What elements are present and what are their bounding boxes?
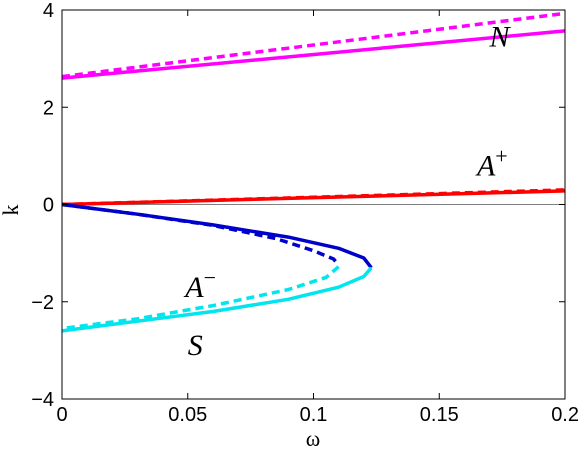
y-tick-label: 2 [43, 97, 54, 119]
x-tick-label: 0.15 [420, 404, 459, 426]
series-layer [61, 11, 566, 333]
x-tick-label: 0.2 [551, 404, 579, 426]
x-axis-label: ω [306, 426, 320, 451]
x-tick-label: 0 [56, 404, 67, 426]
series-S-dashed [61, 265, 340, 331]
annotation-Aplus: A+ [475, 143, 508, 182]
y-tick-label: −2 [31, 292, 54, 314]
y-tick-label: −4 [31, 389, 54, 411]
series-A--solid [61, 202, 373, 269]
series-A+-dashed [61, 188, 566, 207]
y-tick-label: 0 [43, 195, 54, 217]
y-axis-label: k [0, 205, 23, 216]
x-tick-label: 0.05 [168, 404, 207, 426]
ticks-layer: 0 0.05 0.1 0.15 0.2 4 2 0 −2 −4 [31, 0, 579, 426]
series-A--dashed [61, 202, 340, 267]
annotation-Aminus: A− [183, 265, 216, 304]
series-S-solid [61, 266, 373, 333]
x-tick-label: 0.1 [300, 404, 328, 426]
series-N-dashed [61, 11, 566, 79]
annotation-S: S [188, 329, 203, 362]
annotations-layer: N A+ A− S [183, 20, 511, 362]
y-tick-label: 4 [43, 0, 54, 22]
annotation-N: N [489, 20, 512, 53]
series-N-solid [61, 29, 566, 80]
